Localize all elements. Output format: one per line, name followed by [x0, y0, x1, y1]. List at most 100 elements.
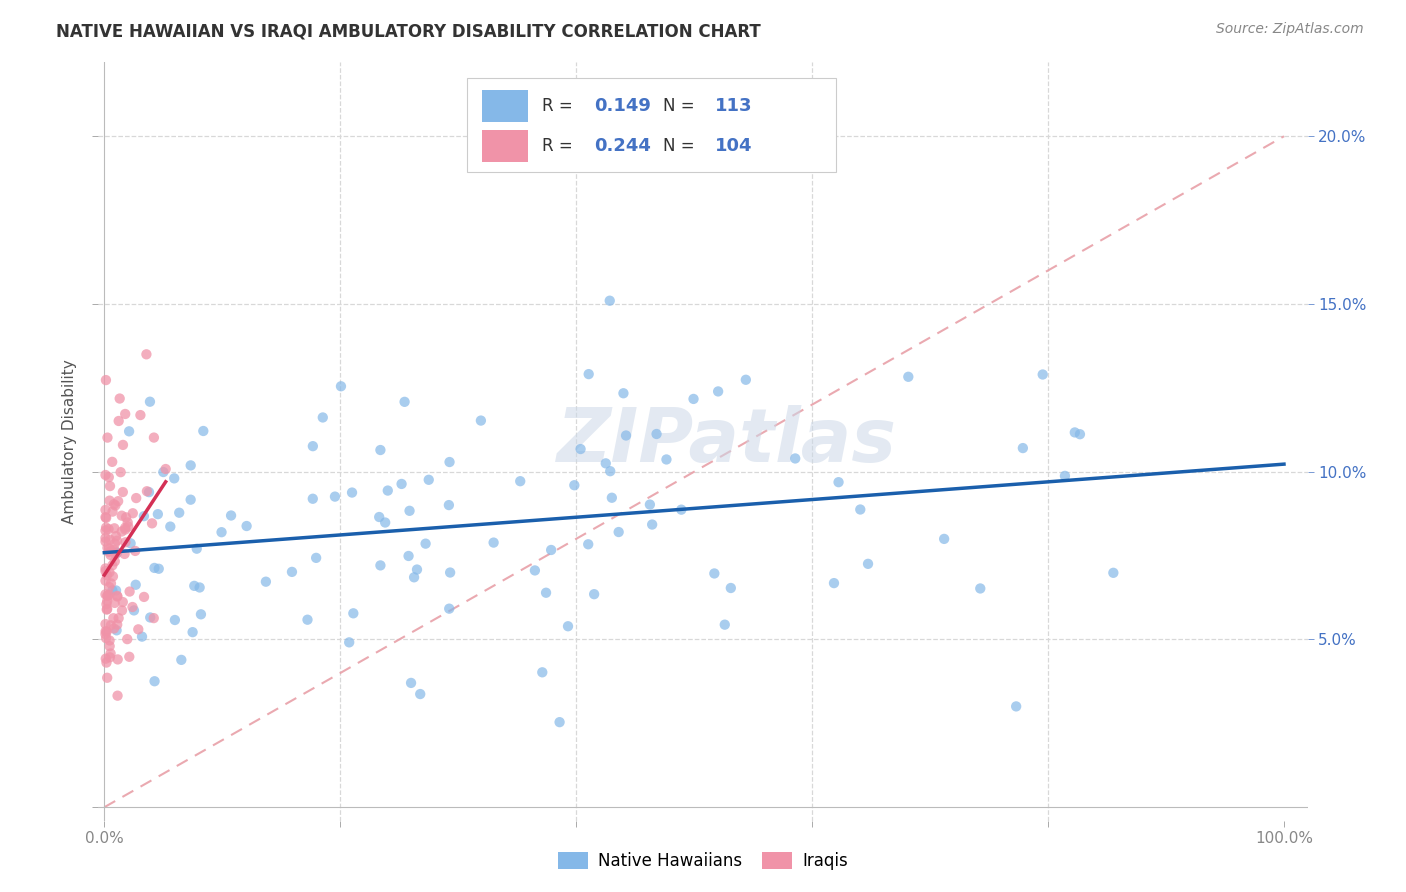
Native Hawaiians — [523, 563, 546, 577]
Native Hawaiians — [254, 574, 277, 589]
Native Hawaiians — [143, 674, 166, 689]
Text: R =: R = — [543, 97, 578, 115]
Native Hawaiians — [599, 464, 621, 478]
Native Hawaiians — [734, 373, 756, 387]
Iraqis — [121, 506, 143, 520]
Native Hawaiians — [849, 502, 872, 516]
Native Hawaiians — [1005, 699, 1028, 714]
Native Hawaiians — [167, 506, 190, 520]
Iraqis — [96, 568, 118, 582]
Iraqis — [105, 533, 128, 548]
Iraqis — [96, 511, 118, 525]
Native Hawaiians — [612, 386, 634, 401]
Native Hawaiians — [235, 519, 257, 533]
Iraqis — [100, 618, 122, 632]
Native Hawaiians — [934, 532, 956, 546]
Native Hawaiians — [377, 483, 399, 498]
Native Hawaiians — [599, 293, 621, 308]
Iraqis — [103, 521, 125, 535]
Iraqis — [100, 647, 122, 661]
Native Hawaiians — [394, 394, 416, 409]
Native Hawaiians — [1069, 427, 1091, 442]
Iraqis — [104, 554, 127, 568]
Iraqis — [114, 547, 136, 561]
Native Hawaiians — [437, 498, 460, 512]
Iraqis — [100, 548, 122, 562]
Native Hawaiians — [139, 394, 162, 409]
Native Hawaiians — [1032, 368, 1054, 382]
Native Hawaiians — [120, 536, 142, 550]
Iraqis — [103, 497, 125, 511]
Iraqis — [98, 541, 121, 556]
Native Hawaiians — [1053, 469, 1076, 483]
Native Hawaiians — [193, 424, 215, 438]
Native Hawaiians — [368, 510, 391, 524]
Iraqis — [103, 611, 125, 625]
Native Hawaiians — [170, 653, 193, 667]
Iraqis — [104, 536, 127, 550]
Iraqis — [101, 455, 124, 469]
Iraqis — [97, 470, 120, 484]
Text: N =: N = — [664, 136, 700, 155]
Iraqis — [111, 508, 134, 523]
Iraqis — [94, 373, 117, 387]
Text: 0.149: 0.149 — [595, 97, 651, 115]
Iraqis — [96, 431, 118, 445]
Iraqis — [142, 431, 165, 445]
Iraqis — [94, 531, 117, 545]
Native Hawaiians — [391, 477, 413, 491]
Iraqis — [96, 541, 118, 555]
Native Hawaiians — [370, 443, 392, 458]
Native Hawaiians — [548, 715, 571, 730]
Native Hawaiians — [1063, 425, 1085, 440]
Iraqis — [98, 533, 121, 547]
Native Hawaiians — [180, 492, 202, 507]
Native Hawaiians — [470, 413, 492, 427]
Iraqis — [127, 623, 149, 637]
Iraqis — [94, 564, 117, 578]
Native Hawaiians — [125, 578, 148, 592]
Native Hawaiians — [1011, 441, 1033, 455]
Iraqis — [108, 392, 131, 406]
Iraqis — [114, 521, 136, 535]
Iraqis — [98, 566, 121, 580]
Native Hawaiians — [897, 369, 920, 384]
Iraqis — [105, 589, 128, 603]
Native Hawaiians — [163, 613, 186, 627]
Native Hawaiians — [312, 410, 335, 425]
Iraqis — [101, 505, 124, 519]
Native Hawaiians — [163, 471, 186, 485]
Iraqis — [101, 569, 124, 583]
Iraqis — [114, 407, 136, 421]
Native Hawaiians — [330, 379, 353, 393]
Iraqis — [111, 485, 134, 500]
Iraqis — [98, 493, 121, 508]
Text: 104: 104 — [716, 136, 752, 155]
Native Hawaiians — [562, 478, 585, 492]
Bar — [482, 90, 527, 122]
Iraqis — [111, 595, 134, 609]
Native Hawaiians — [785, 451, 807, 466]
Iraqis — [94, 524, 117, 538]
Native Hawaiians — [159, 519, 181, 533]
Iraqis — [97, 522, 120, 536]
Iraqis — [98, 580, 121, 594]
Native Hawaiians — [1102, 566, 1125, 580]
Text: R =: R = — [543, 136, 578, 155]
Native Hawaiians — [409, 687, 432, 701]
Iraqis — [96, 671, 118, 685]
Iraqis — [98, 639, 121, 653]
Y-axis label: Ambulatory Disability: Ambulatory Disability — [62, 359, 77, 524]
Native Hawaiians — [969, 582, 991, 596]
Native Hawaiians — [370, 558, 392, 573]
Iraqis — [94, 617, 117, 632]
Native Hawaiians — [595, 456, 617, 470]
Native Hawaiians — [337, 635, 360, 649]
Native Hawaiians — [671, 502, 693, 516]
Native Hawaiians — [641, 517, 664, 532]
Iraqis — [103, 622, 125, 636]
Iraqis — [124, 544, 146, 558]
Iraqis — [104, 596, 127, 610]
Native Hawaiians — [105, 546, 128, 560]
Iraqis — [98, 479, 121, 493]
